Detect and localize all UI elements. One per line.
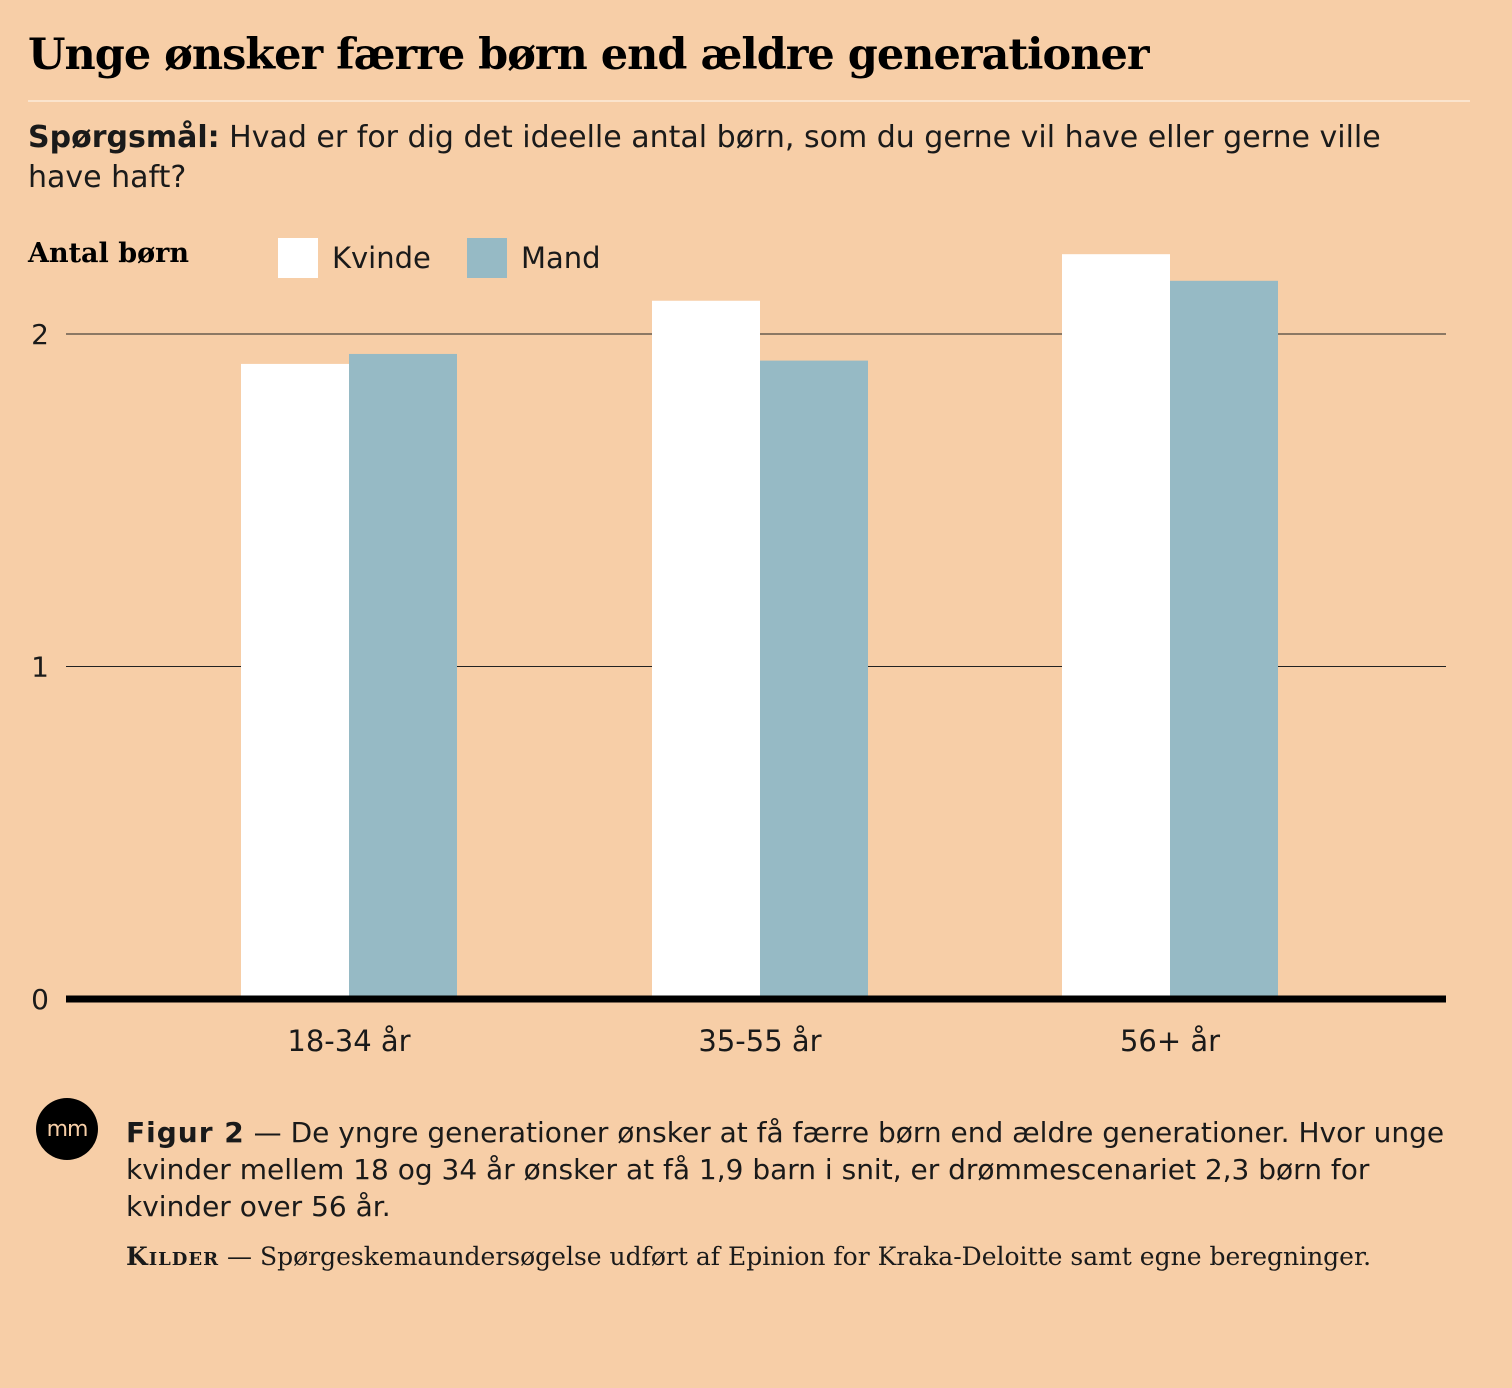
figure-caption: Figur 2 — De yngre generationer ønsker a… xyxy=(126,1114,1456,1225)
y-tick-label: 1 xyxy=(31,651,49,684)
sources-text: Spørgeskemaundersøgelse udført af Epinio… xyxy=(260,1242,1372,1271)
bar-mand xyxy=(760,360,868,1000)
bar-kvinde xyxy=(241,363,349,999)
question-body: Hvad er for dig det ideelle antal børn, … xyxy=(28,120,1381,195)
caption-dash: — xyxy=(253,1116,282,1149)
legend-label-kvinde: Kvinde xyxy=(332,241,431,275)
y-tick-label: 0 xyxy=(31,983,49,1016)
title-divider xyxy=(28,100,1470,102)
y-tick-label: 2 xyxy=(31,318,49,351)
y-axis-title: Antal børn xyxy=(28,238,189,269)
legend-item-mand: Mand xyxy=(467,238,601,278)
bar-mand xyxy=(1170,280,1278,999)
legend-swatch-mand xyxy=(467,238,507,278)
legend-swatch-kvinde xyxy=(278,238,318,278)
x-tick-label: 18-34 år xyxy=(287,1024,410,1058)
question-label: Spørgsmål: xyxy=(28,120,220,155)
legend-item-kvinde: Kvinde xyxy=(278,238,431,278)
bar-chart: 0 1 2 18-34 år 35-55 år 56+ år xyxy=(31,254,1446,1058)
publisher-logo: mm xyxy=(36,1098,98,1160)
sources-note: Kilder — Spørgeskemaundersøgelse udført … xyxy=(126,1240,1456,1274)
legend-label-mand: Mand xyxy=(521,241,601,275)
figure-text: De yngre generationer ønsker at få færre… xyxy=(126,1116,1445,1223)
bar-kvinde xyxy=(1062,254,1170,999)
bar-mand xyxy=(349,353,457,999)
bar-kvinde xyxy=(652,300,760,999)
x-tick-label: 56+ år xyxy=(1120,1024,1220,1058)
x-tick-label: 35-55 år xyxy=(698,1024,821,1058)
question-text: Spørgsmål: Hvad er for dig det ideelle a… xyxy=(28,118,1448,198)
sources-label: Kilder xyxy=(126,1242,220,1271)
sources-dash: — xyxy=(227,1242,253,1271)
chart-title: Unge ønsker færre børn end ældre generat… xyxy=(28,30,1149,80)
figure-label: Figur 2 xyxy=(126,1116,245,1149)
